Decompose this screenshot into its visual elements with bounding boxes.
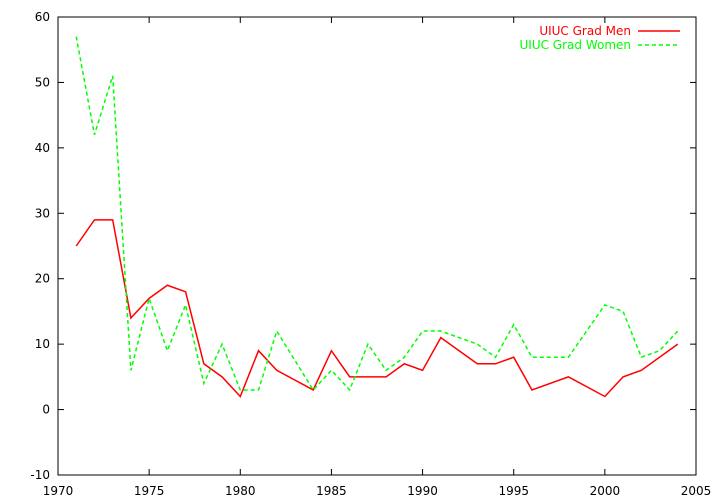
axis-ticks: 1970 1975 1980 1985 1990 1995 2000 2005 -10 0 10 20… — [30, 10, 711, 498]
x-tick-label: 1995 — [498, 484, 529, 498]
x-tick-label: 1970 — [43, 484, 74, 498]
legend-label-uiuc-grad-women: UIUC Grad Women — [520, 38, 632, 52]
y-tick-label: 20 — [35, 272, 50, 286]
legend-label-uiuc-grad-men: UIUC Grad Men — [539, 24, 631, 38]
series-line-uiuc-grad-men — [75, 219, 679, 398]
x-tick-label: 2000 — [590, 484, 621, 498]
y-tick-label: 0 — [42, 403, 50, 417]
y-tick-label: 30 — [35, 206, 50, 220]
series-line-uiuc-grad-women — [75, 36, 679, 392]
y-tick-label: -10 — [30, 468, 50, 482]
y-tick-label: 10 — [35, 337, 50, 351]
x-tick-label: 1980 — [225, 484, 256, 498]
series-layer — [75, 36, 679, 398]
plot-frame — [57, 16, 697, 476]
y-tick-label: 60 — [35, 10, 50, 24]
x-tick-label: 1975 — [134, 484, 165, 498]
x-tick-label: 2005 — [681, 484, 712, 498]
y-tick-label: 40 — [35, 141, 50, 155]
y-tick-label: 50 — [35, 75, 50, 89]
x-tick-label: 1990 — [407, 484, 438, 498]
x-tick-label: 1985 — [316, 484, 347, 498]
